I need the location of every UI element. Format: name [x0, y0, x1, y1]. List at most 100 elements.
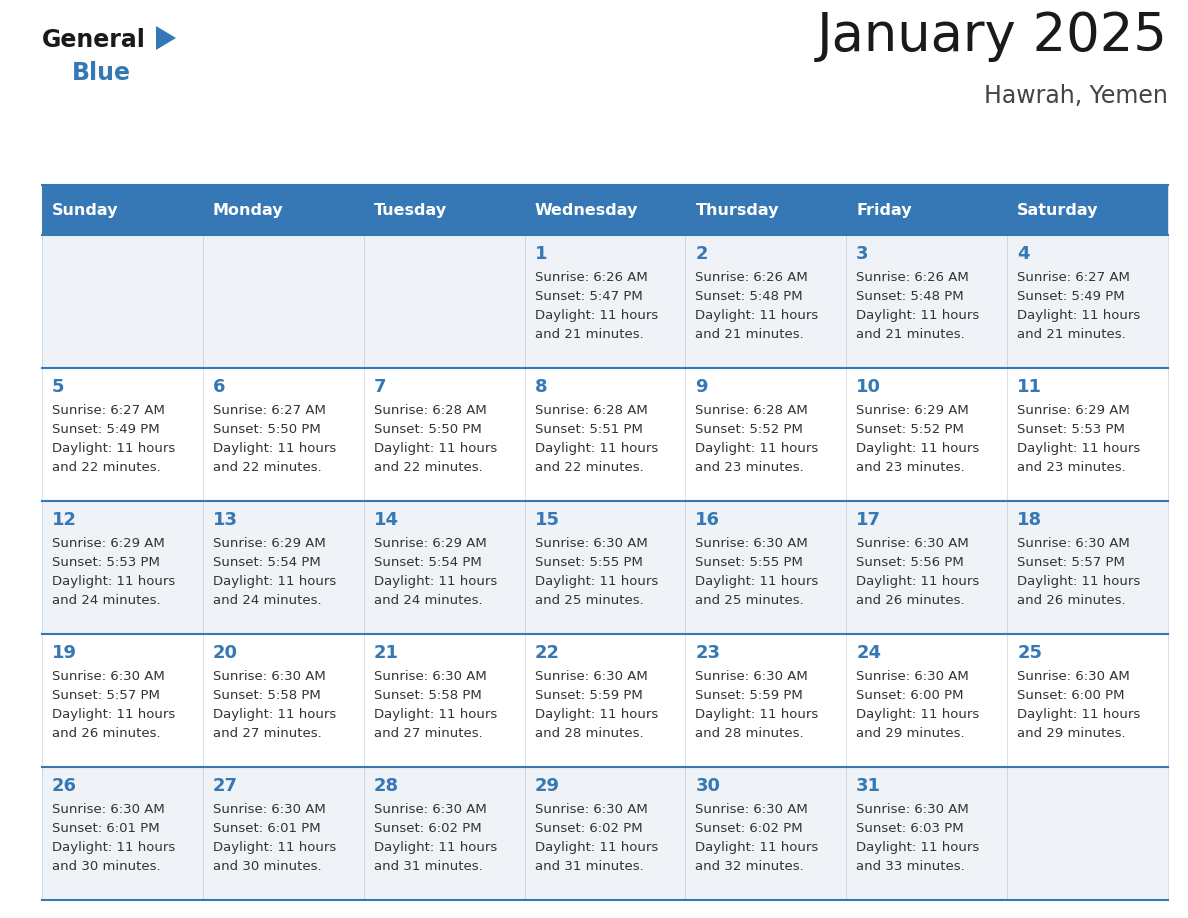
Text: 4: 4 — [1017, 245, 1030, 263]
Text: Sunset: 6:01 PM: Sunset: 6:01 PM — [52, 822, 159, 835]
Text: and 27 minutes.: and 27 minutes. — [213, 727, 322, 740]
Text: Daylight: 11 hours: Daylight: 11 hours — [857, 841, 980, 854]
Text: Sunset: 5:53 PM: Sunset: 5:53 PM — [52, 556, 160, 569]
Text: Daylight: 11 hours: Daylight: 11 hours — [1017, 708, 1140, 721]
Text: 23: 23 — [695, 644, 720, 662]
Text: Daylight: 11 hours: Daylight: 11 hours — [213, 442, 336, 455]
Text: Sunset: 6:02 PM: Sunset: 6:02 PM — [695, 822, 803, 835]
Bar — [846, 501, 1007, 634]
Text: 27: 27 — [213, 777, 238, 795]
Text: Daylight: 11 hours: Daylight: 11 hours — [857, 575, 980, 588]
Text: Daylight: 11 hours: Daylight: 11 hours — [535, 442, 658, 455]
Text: Tuesday: Tuesday — [374, 203, 447, 218]
Text: Sunset: 5:57 PM: Sunset: 5:57 PM — [1017, 556, 1125, 569]
Text: and 21 minutes.: and 21 minutes. — [535, 328, 644, 341]
Text: Hawrah, Yemen: Hawrah, Yemen — [984, 84, 1168, 108]
Text: 15: 15 — [535, 511, 560, 529]
Text: Sunset: 5:59 PM: Sunset: 5:59 PM — [535, 689, 643, 702]
Text: 31: 31 — [857, 777, 881, 795]
Text: Daylight: 11 hours: Daylight: 11 hours — [374, 442, 497, 455]
Text: Sunset: 5:53 PM: Sunset: 5:53 PM — [1017, 423, 1125, 436]
Text: Daylight: 11 hours: Daylight: 11 hours — [374, 575, 497, 588]
Text: Sunrise: 6:30 AM: Sunrise: 6:30 AM — [695, 537, 808, 550]
Text: Daylight: 11 hours: Daylight: 11 hours — [695, 309, 819, 322]
Text: and 24 minutes.: and 24 minutes. — [374, 594, 482, 607]
Text: Sunset: 6:00 PM: Sunset: 6:00 PM — [857, 689, 963, 702]
Text: 7: 7 — [374, 378, 386, 396]
Text: General: General — [42, 28, 146, 52]
Text: Daylight: 11 hours: Daylight: 11 hours — [213, 575, 336, 588]
Text: Daylight: 11 hours: Daylight: 11 hours — [857, 442, 980, 455]
Text: Sunset: 5:56 PM: Sunset: 5:56 PM — [857, 556, 963, 569]
Text: Monday: Monday — [213, 203, 284, 218]
Text: 10: 10 — [857, 378, 881, 396]
Text: Daylight: 11 hours: Daylight: 11 hours — [695, 442, 819, 455]
Text: 29: 29 — [535, 777, 560, 795]
Text: Daylight: 11 hours: Daylight: 11 hours — [857, 708, 980, 721]
Bar — [42, 634, 203, 767]
Bar — [685, 235, 846, 368]
Bar — [846, 185, 1007, 235]
Text: and 26 minutes.: and 26 minutes. — [1017, 594, 1126, 607]
Bar — [1007, 767, 1168, 900]
Bar — [525, 235, 685, 368]
Bar — [525, 767, 685, 900]
Text: Sunrise: 6:26 AM: Sunrise: 6:26 AM — [857, 271, 969, 284]
Bar — [364, 368, 525, 501]
Text: Daylight: 11 hours: Daylight: 11 hours — [535, 841, 658, 854]
Text: and 24 minutes.: and 24 minutes. — [213, 594, 322, 607]
Text: Sunrise: 6:26 AM: Sunrise: 6:26 AM — [695, 271, 808, 284]
Text: and 29 minutes.: and 29 minutes. — [857, 727, 965, 740]
Text: 26: 26 — [52, 777, 77, 795]
Text: Sunrise: 6:28 AM: Sunrise: 6:28 AM — [535, 404, 647, 417]
Text: Sunset: 5:59 PM: Sunset: 5:59 PM — [695, 689, 803, 702]
Text: Sunset: 6:02 PM: Sunset: 6:02 PM — [535, 822, 643, 835]
Bar — [364, 767, 525, 900]
Text: Daylight: 11 hours: Daylight: 11 hours — [1017, 309, 1140, 322]
Bar — [203, 185, 364, 235]
Text: and 25 minutes.: and 25 minutes. — [535, 594, 644, 607]
Text: 11: 11 — [1017, 378, 1042, 396]
Text: Daylight: 11 hours: Daylight: 11 hours — [52, 442, 176, 455]
Text: 14: 14 — [374, 511, 399, 529]
Text: 1: 1 — [535, 245, 546, 263]
Text: and 30 minutes.: and 30 minutes. — [52, 860, 160, 873]
Text: Sunrise: 6:29 AM: Sunrise: 6:29 AM — [857, 404, 969, 417]
Text: Sunrise: 6:30 AM: Sunrise: 6:30 AM — [695, 803, 808, 816]
Text: and 22 minutes.: and 22 minutes. — [213, 461, 322, 474]
Text: and 23 minutes.: and 23 minutes. — [857, 461, 965, 474]
Text: Sunrise: 6:29 AM: Sunrise: 6:29 AM — [52, 537, 165, 550]
Text: Sunset: 5:58 PM: Sunset: 5:58 PM — [374, 689, 481, 702]
Bar — [525, 501, 685, 634]
Text: and 21 minutes.: and 21 minutes. — [857, 328, 965, 341]
Text: Daylight: 11 hours: Daylight: 11 hours — [52, 575, 176, 588]
Text: Daylight: 11 hours: Daylight: 11 hours — [52, 841, 176, 854]
Bar — [203, 235, 364, 368]
Text: Sunrise: 6:30 AM: Sunrise: 6:30 AM — [1017, 670, 1130, 683]
Text: Sunrise: 6:30 AM: Sunrise: 6:30 AM — [535, 537, 647, 550]
Bar — [42, 368, 203, 501]
Text: 13: 13 — [213, 511, 238, 529]
Text: 2: 2 — [695, 245, 708, 263]
Text: Blue: Blue — [72, 61, 131, 85]
Text: Sunset: 5:48 PM: Sunset: 5:48 PM — [695, 290, 803, 303]
Text: Sunrise: 6:26 AM: Sunrise: 6:26 AM — [535, 271, 647, 284]
Text: Sunset: 5:49 PM: Sunset: 5:49 PM — [52, 423, 159, 436]
Bar — [525, 185, 685, 235]
Text: 6: 6 — [213, 378, 226, 396]
Text: Sunrise: 6:30 AM: Sunrise: 6:30 AM — [535, 803, 647, 816]
Text: and 32 minutes.: and 32 minutes. — [695, 860, 804, 873]
Text: Daylight: 11 hours: Daylight: 11 hours — [374, 841, 497, 854]
Text: Sunrise: 6:30 AM: Sunrise: 6:30 AM — [52, 670, 165, 683]
Text: Sunrise: 6:29 AM: Sunrise: 6:29 AM — [374, 537, 486, 550]
Text: and 21 minutes.: and 21 minutes. — [695, 328, 804, 341]
Text: 25: 25 — [1017, 644, 1042, 662]
Bar — [525, 634, 685, 767]
Text: Sunset: 5:51 PM: Sunset: 5:51 PM — [535, 423, 643, 436]
Bar — [1007, 235, 1168, 368]
Text: Sunset: 5:50 PM: Sunset: 5:50 PM — [213, 423, 321, 436]
Bar — [364, 501, 525, 634]
Text: Sunrise: 6:30 AM: Sunrise: 6:30 AM — [213, 670, 326, 683]
Text: Sunset: 6:00 PM: Sunset: 6:00 PM — [1017, 689, 1125, 702]
Text: 12: 12 — [52, 511, 77, 529]
